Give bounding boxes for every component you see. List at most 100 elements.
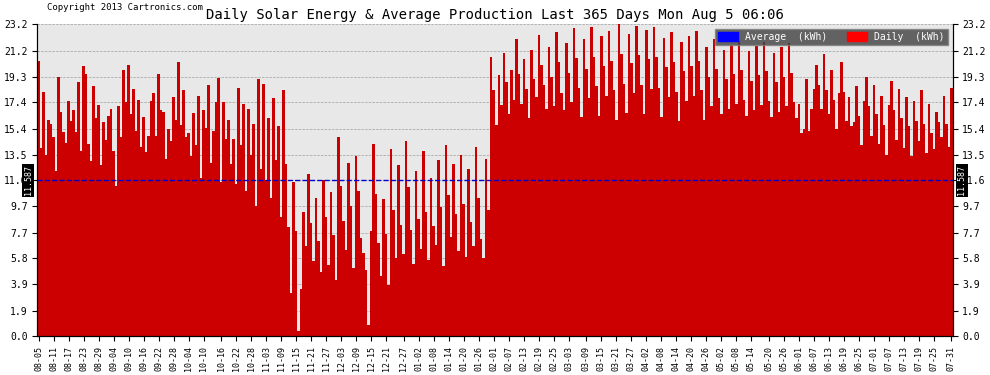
Bar — [872, 85, 875, 336]
Bar — [50, 124, 52, 336]
Bar — [867, 106, 870, 336]
Bar — [845, 121, 847, 336]
Bar — [270, 198, 272, 336]
Legend: Average  (kWh), Daily  (kWh): Average (kWh), Daily (kWh) — [716, 29, 947, 45]
Bar — [820, 109, 823, 336]
Bar — [367, 326, 370, 336]
Bar — [443, 266, 445, 336]
Bar — [97, 105, 100, 336]
Bar — [245, 191, 248, 336]
Bar — [125, 102, 128, 336]
Bar — [800, 133, 803, 336]
Bar — [908, 126, 910, 336]
Bar — [720, 114, 723, 336]
Bar — [318, 241, 320, 336]
Bar — [765, 71, 767, 336]
Bar — [303, 213, 305, 336]
Bar — [154, 136, 157, 336]
Bar — [292, 182, 295, 336]
Bar — [938, 123, 940, 336]
Bar — [898, 89, 900, 336]
Bar — [52, 137, 54, 336]
Bar — [810, 109, 813, 336]
Bar — [375, 194, 377, 336]
Bar — [741, 70, 742, 336]
Bar — [936, 112, 938, 336]
Bar — [340, 186, 343, 336]
Bar — [880, 96, 883, 336]
Bar — [615, 120, 618, 336]
Bar — [290, 293, 292, 336]
Bar — [477, 198, 480, 336]
Bar — [357, 191, 360, 336]
Bar — [385, 234, 387, 336]
Bar — [228, 120, 230, 336]
Bar — [693, 96, 695, 336]
Bar — [482, 258, 485, 336]
Bar — [788, 43, 790, 336]
Bar — [205, 128, 208, 336]
Bar — [349, 206, 352, 336]
Bar — [910, 156, 913, 336]
Bar — [888, 105, 890, 336]
Bar — [328, 265, 330, 336]
Bar — [492, 90, 495, 336]
Bar — [667, 97, 670, 336]
Bar — [305, 246, 308, 336]
Bar — [905, 97, 908, 336]
Bar — [435, 245, 438, 336]
Bar — [895, 140, 898, 336]
Bar — [613, 90, 615, 336]
Bar — [133, 89, 135, 336]
Bar — [750, 81, 752, 336]
Bar — [397, 165, 400, 336]
Bar — [315, 198, 318, 336]
Bar — [540, 65, 543, 336]
Bar — [670, 33, 672, 336]
Bar — [525, 89, 528, 336]
Bar — [175, 120, 177, 336]
Bar — [187, 133, 190, 336]
Bar — [742, 100, 745, 336]
Bar — [870, 136, 872, 336]
Bar — [490, 57, 492, 336]
Bar — [805, 80, 808, 336]
Bar — [460, 155, 462, 336]
Bar — [757, 75, 760, 336]
Bar — [387, 285, 390, 336]
Bar — [838, 93, 841, 336]
Text: Copyright 2013 Cartronics.com: Copyright 2013 Cartronics.com — [47, 3, 202, 12]
Bar — [413, 264, 415, 336]
Bar — [513, 100, 515, 336]
Bar — [390, 149, 392, 336]
Text: 11.587: 11.587 — [957, 165, 966, 195]
Bar — [940, 137, 942, 336]
Bar — [102, 123, 105, 336]
Bar — [547, 47, 550, 336]
Bar — [172, 97, 175, 336]
Bar — [240, 145, 243, 336]
Bar — [213, 130, 215, 336]
Bar — [118, 106, 120, 336]
Bar — [883, 125, 885, 336]
Bar — [595, 86, 598, 336]
Bar — [600, 36, 603, 336]
Bar — [377, 243, 380, 336]
Bar — [903, 148, 905, 336]
Bar — [403, 254, 405, 336]
Bar — [105, 140, 107, 336]
Bar — [535, 97, 538, 336]
Bar — [675, 92, 677, 336]
Bar — [557, 62, 560, 336]
Bar — [798, 104, 800, 336]
Bar — [735, 104, 738, 336]
Bar — [277, 126, 280, 336]
Bar — [560, 93, 562, 336]
Bar — [575, 58, 577, 336]
Bar — [447, 195, 450, 336]
Bar — [80, 151, 82, 336]
Bar — [440, 207, 443, 336]
Bar — [885, 155, 888, 336]
Bar — [567, 73, 570, 336]
Bar — [235, 184, 238, 336]
